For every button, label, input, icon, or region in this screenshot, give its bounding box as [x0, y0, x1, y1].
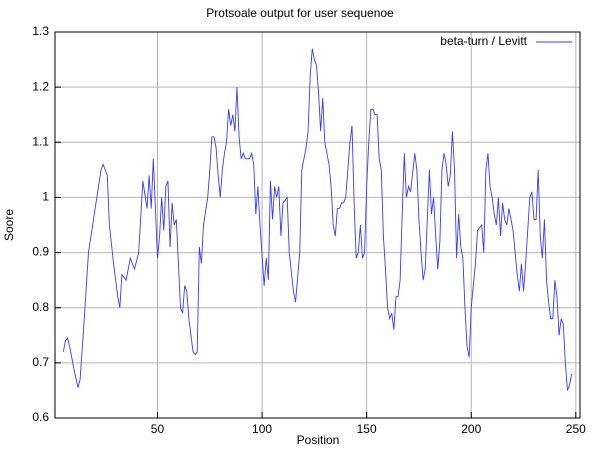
y-axis-label: Soore	[2, 209, 16, 241]
y-tick-label: 1	[42, 190, 49, 204]
y-tick-label: 0.7	[32, 355, 49, 369]
plot-border	[54, 31, 581, 419]
y-tick-label: 1.1	[32, 134, 49, 148]
legend-label: beta-turn / Levitt	[440, 34, 527, 48]
x-tick-label: 200	[461, 422, 481, 436]
y-tick-label: 0.6	[32, 410, 49, 424]
chart-title: Protsoale output for user sequenoe	[206, 6, 394, 20]
x-tick-label: 250	[566, 422, 586, 436]
x-tick-label: 50	[151, 422, 165, 436]
data-line	[62, 48, 573, 391]
x-axis-label: Position	[297, 433, 340, 447]
x-tick-label: 100	[252, 422, 272, 436]
y-tick-label: 1.2	[32, 79, 49, 93]
y-tick-label: 0.9	[32, 245, 49, 259]
y-tick-label: 1.3	[32, 24, 49, 38]
x-tick-label: 150	[357, 422, 377, 436]
y-tick-label: 0.8	[32, 300, 49, 314]
